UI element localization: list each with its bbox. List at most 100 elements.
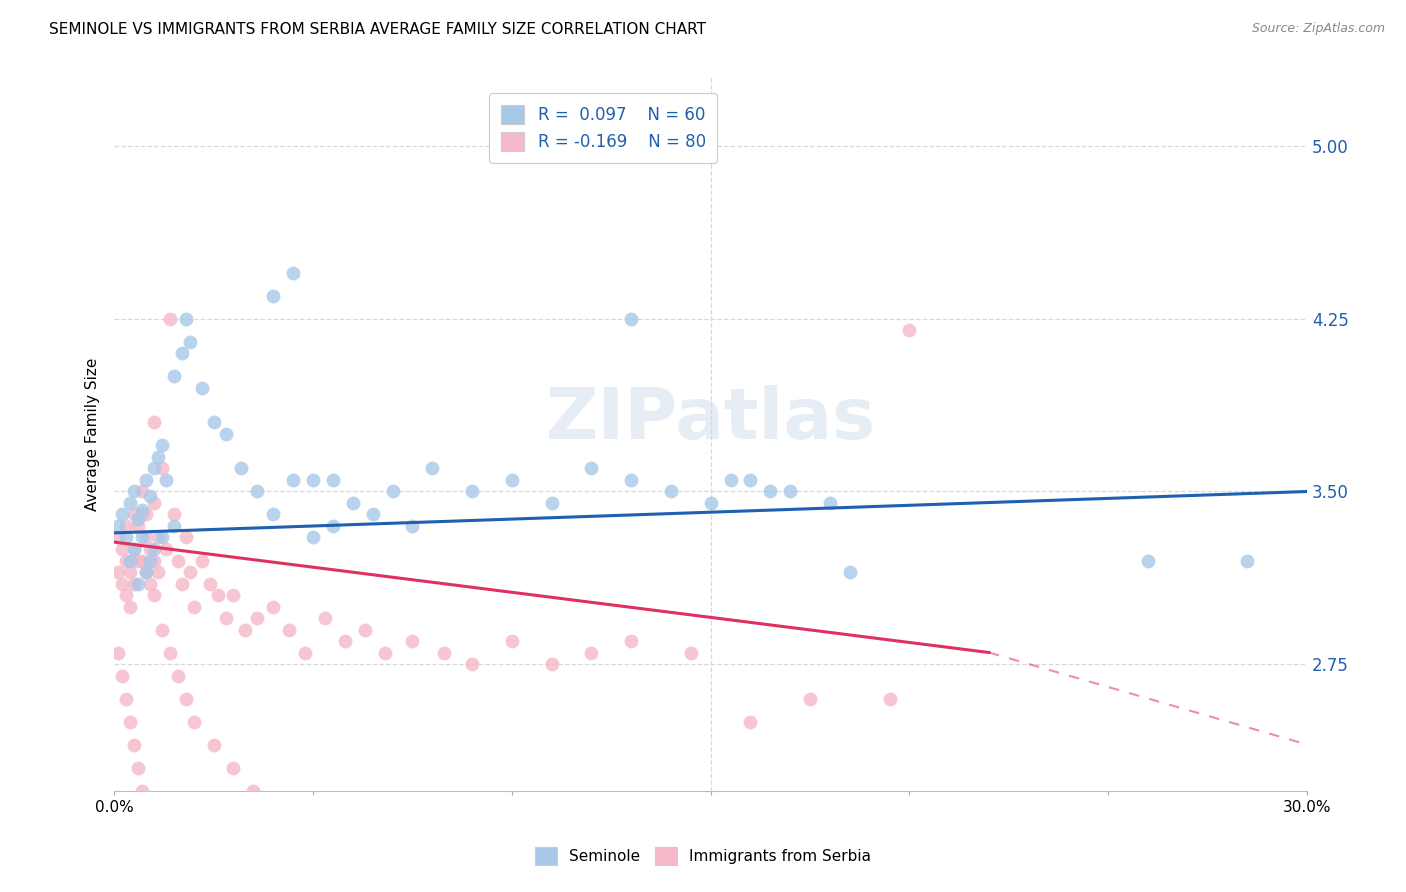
Point xyxy=(202,738,225,752)
Point xyxy=(115,691,138,706)
Point xyxy=(127,553,149,567)
Point xyxy=(222,760,245,774)
Point xyxy=(170,346,193,360)
Point xyxy=(353,623,375,637)
Point xyxy=(107,531,129,545)
Point xyxy=(420,461,443,475)
Point xyxy=(281,266,304,280)
Point xyxy=(174,312,197,326)
Point xyxy=(214,427,236,442)
Point xyxy=(581,461,603,475)
Point xyxy=(190,381,212,395)
Point xyxy=(461,484,484,499)
Point xyxy=(314,611,336,625)
Point xyxy=(150,623,173,637)
Point xyxy=(139,553,162,567)
Point xyxy=(139,830,162,844)
Point xyxy=(115,553,138,567)
Point xyxy=(740,473,762,487)
Point xyxy=(302,531,325,545)
Point xyxy=(120,496,142,510)
Point xyxy=(838,565,860,579)
Point xyxy=(381,484,404,499)
Point xyxy=(799,691,821,706)
Point xyxy=(139,541,162,556)
Point xyxy=(262,508,284,522)
Point xyxy=(740,714,762,729)
Point xyxy=(235,623,257,637)
Point xyxy=(361,508,384,522)
Point xyxy=(720,473,742,487)
Point xyxy=(142,496,165,510)
Point xyxy=(127,760,149,774)
Point xyxy=(155,473,177,487)
Point xyxy=(207,588,229,602)
Point xyxy=(127,519,149,533)
Point xyxy=(135,508,157,522)
Point xyxy=(131,783,153,797)
Point xyxy=(818,496,841,510)
Point xyxy=(122,508,145,522)
Point xyxy=(679,646,702,660)
Point xyxy=(374,646,396,660)
Point xyxy=(1236,553,1258,567)
Point xyxy=(166,668,188,682)
Point xyxy=(135,565,157,579)
Point xyxy=(620,473,643,487)
Point xyxy=(120,553,142,567)
Point xyxy=(302,473,325,487)
Point xyxy=(231,461,253,475)
Point xyxy=(107,519,129,533)
Point xyxy=(139,576,162,591)
Point xyxy=(501,634,523,648)
Point xyxy=(127,512,149,526)
Point xyxy=(170,576,193,591)
Point xyxy=(620,312,643,326)
Text: Source: ZipAtlas.com: Source: ZipAtlas.com xyxy=(1251,22,1385,36)
Point xyxy=(262,599,284,614)
Point xyxy=(122,541,145,556)
Legend: R =  0.097    N = 60, R = -0.169    N = 80: R = 0.097 N = 60, R = -0.169 N = 80 xyxy=(489,93,717,163)
Point xyxy=(159,312,181,326)
Point xyxy=(146,531,169,545)
Point xyxy=(163,519,186,533)
Point xyxy=(139,489,162,503)
Point xyxy=(120,599,142,614)
Point xyxy=(135,806,157,821)
Point xyxy=(150,531,173,545)
Point xyxy=(183,714,205,729)
Point xyxy=(179,565,201,579)
Point xyxy=(242,783,264,797)
Point xyxy=(540,496,562,510)
Point xyxy=(246,611,269,625)
Point xyxy=(111,668,134,682)
Point xyxy=(135,473,157,487)
Point xyxy=(699,496,721,510)
Point xyxy=(501,473,523,487)
Point xyxy=(659,484,682,499)
Point xyxy=(111,508,134,522)
Text: ZIPatlas: ZIPatlas xyxy=(546,385,876,454)
Point xyxy=(581,646,603,660)
Point xyxy=(879,691,901,706)
Point xyxy=(122,576,145,591)
Point xyxy=(174,691,197,706)
Point xyxy=(461,657,484,671)
Point xyxy=(214,611,236,625)
Point xyxy=(122,484,145,499)
Point xyxy=(142,541,165,556)
Point xyxy=(115,519,138,533)
Point xyxy=(107,646,129,660)
Point xyxy=(155,541,177,556)
Point xyxy=(183,599,205,614)
Point xyxy=(159,646,181,660)
Point xyxy=(333,634,356,648)
Point xyxy=(190,553,212,567)
Point xyxy=(163,369,186,384)
Point xyxy=(146,450,169,464)
Point xyxy=(122,738,145,752)
Point xyxy=(246,484,269,499)
Point xyxy=(433,646,456,660)
Point xyxy=(131,484,153,499)
Point xyxy=(1137,553,1160,567)
